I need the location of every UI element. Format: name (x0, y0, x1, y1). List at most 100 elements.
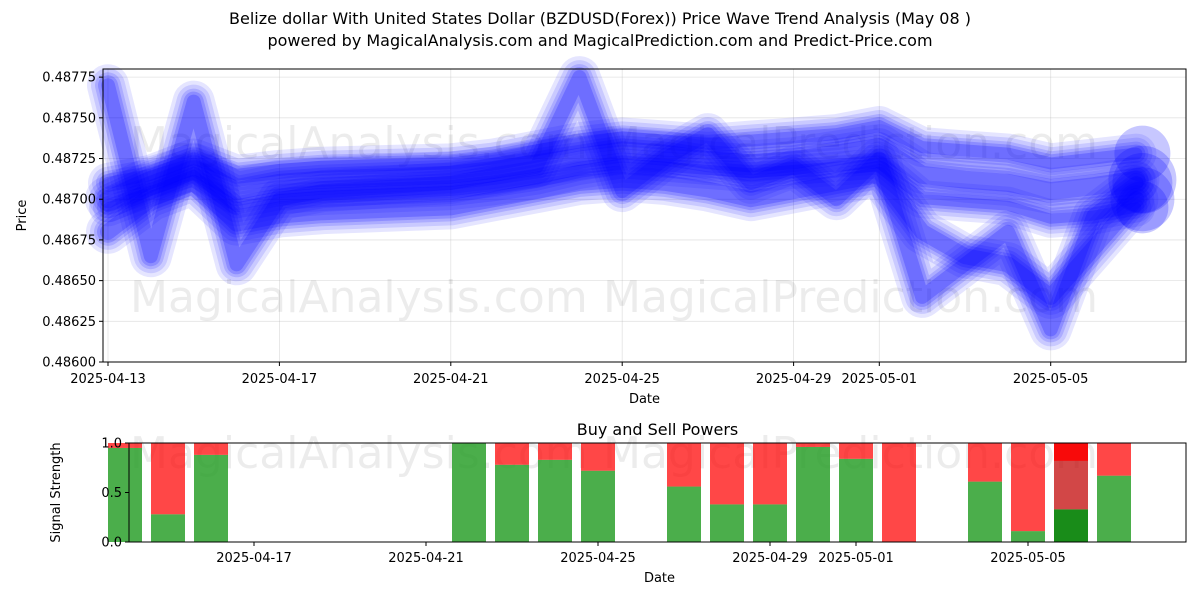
buy-bar (495, 464, 529, 542)
wave-band-series-2 (99, 117, 1146, 192)
y-tick-label: 1.0 (101, 437, 122, 452)
buy-bar (151, 514, 185, 542)
bar-group-2025-04-15 (151, 443, 185, 542)
bar-group-2025-05-06 (1054, 443, 1088, 542)
y-tick-label: 0.5 (101, 486, 122, 501)
y-tick-label: 0.48750 (42, 111, 96, 126)
chart-title: Belize dollar With United States Dollar … (229, 9, 971, 28)
buy-bar (1097, 475, 1131, 542)
bar-group-2025-05-01 (839, 443, 873, 542)
buy-bar (839, 458, 873, 542)
wave-band-series-4 (94, 160, 1151, 311)
bar-group-2025-04-25 (581, 443, 615, 542)
wave-band-series-5 (89, 128, 1156, 219)
wave-band-series-3 (95, 64, 1150, 343)
price-axes-frame (102, 68, 1187, 363)
wave-end-marker (1112, 152, 1173, 213)
wave-band-series-4 (100, 166, 1145, 305)
wave-end-marker (1110, 167, 1175, 232)
sell-bar (194, 443, 228, 455)
y-tick-label: 0.48725 (42, 152, 96, 167)
buy-bar (667, 486, 701, 542)
sell-bar (667, 443, 701, 487)
wave-band-series-3 (101, 70, 1144, 337)
y-tick-label: 0.0 (101, 536, 122, 551)
watermark-text: MagicalPrediction.com (603, 118, 1098, 169)
x-tick-label: 2025-04-29 (756, 372, 832, 387)
x-tick-label: 2025-04-25 (560, 551, 636, 566)
bar-group-2025-04-27 (667, 443, 701, 542)
wave-band-series-2 (88, 106, 1157, 203)
buy-bar (753, 504, 787, 542)
bar-group-2025-04-14 (108, 443, 142, 542)
wave-band-series-5 (99, 138, 1146, 209)
wave-band-series-1 (89, 144, 1156, 238)
x-axis-label: Date (629, 392, 660, 407)
bar-group-2025-05-05 (1011, 443, 1045, 542)
sell-bar (538, 443, 572, 460)
wave-end-marker (1116, 181, 1169, 234)
wave-band-series-3 (87, 56, 1158, 351)
y-tick-label: 0.48650 (42, 274, 96, 289)
x-tick-label: 2025-05-05 (1013, 372, 1089, 387)
bar-group-2025-04-23 (495, 443, 529, 542)
bar-group-2025-05-04 (968, 443, 1002, 542)
wave-band-series-4 (90, 156, 1155, 315)
wave-end-marker (1108, 145, 1177, 214)
sell-bar (882, 443, 916, 542)
wave-band-series-5 (85, 124, 1160, 223)
buy-bar (1011, 531, 1045, 542)
x-axis-label: Date (644, 571, 675, 586)
x-tick-label: 2025-04-21 (388, 551, 464, 566)
buy-bar (968, 481, 1002, 542)
x-tick-label: 2025-05-01 (818, 551, 894, 566)
sell-bar (1097, 443, 1131, 476)
bar-group-2025-04-28 (710, 443, 744, 542)
sell-bar (581, 443, 615, 471)
bar-group-2025-04-29 (753, 443, 787, 542)
buy-bar (538, 459, 572, 542)
sell-bar (796, 443, 830, 447)
wave-band-series-5 (93, 132, 1152, 215)
y-axis-label: Signal Strength (49, 442, 64, 542)
wave-band-series-3 (91, 60, 1154, 347)
wave-band-series-3 (98, 67, 1147, 340)
sell-bar (108, 443, 142, 448)
sell-bar (495, 443, 529, 465)
wave-band-series-4 (86, 152, 1159, 319)
bar-group-2025-04-22 (452, 443, 486, 542)
x-tick-label: 2025-04-29 (732, 551, 808, 566)
sell-bar (968, 443, 1002, 482)
bar-group-2025-05-02 (882, 443, 916, 542)
sell-bar (151, 443, 185, 515)
wave-band-group (85, 56, 1160, 351)
powers-title: Buy and Sell Powers (577, 420, 739, 439)
buy-bar (108, 447, 142, 542)
x-tick-label: 2025-05-01 (842, 372, 918, 387)
x-tick-label: 2025-04-21 (413, 372, 489, 387)
chart-subtitle: powered by MagicalAnalysis.com and Magic… (267, 31, 933, 50)
wave-band-series-1 (97, 152, 1148, 230)
x-tick-label: 2025-04-25 (584, 372, 660, 387)
buy-bar (194, 454, 228, 542)
sell-bar-top (1054, 443, 1088, 461)
y-tick-label: 0.48700 (42, 193, 96, 208)
buy-bar (452, 443, 486, 542)
watermark-text: MagicalPrediction.com (603, 272, 1098, 323)
wave-band-series-2 (96, 114, 1149, 195)
sell-bar (839, 443, 873, 459)
y-tick-label: 0.48675 (42, 233, 96, 248)
sell-bar (753, 443, 787, 505)
y-axis-label: Price (15, 200, 30, 232)
sell-bar (710, 443, 744, 505)
y-tick-label: 0.48775 (42, 71, 96, 86)
wave-band-series-1 (103, 158, 1142, 224)
buy-bar (581, 470, 615, 542)
x-tick-label: 2025-04-17 (216, 551, 292, 566)
wave-band-series-1 (100, 155, 1145, 227)
watermark-text: MagicalAnalysis.com (130, 118, 588, 169)
wave-band-series-2 (92, 110, 1153, 199)
bar-group-2025-05-07 (1097, 443, 1131, 542)
y-tick-label: 0.48625 (42, 315, 96, 330)
